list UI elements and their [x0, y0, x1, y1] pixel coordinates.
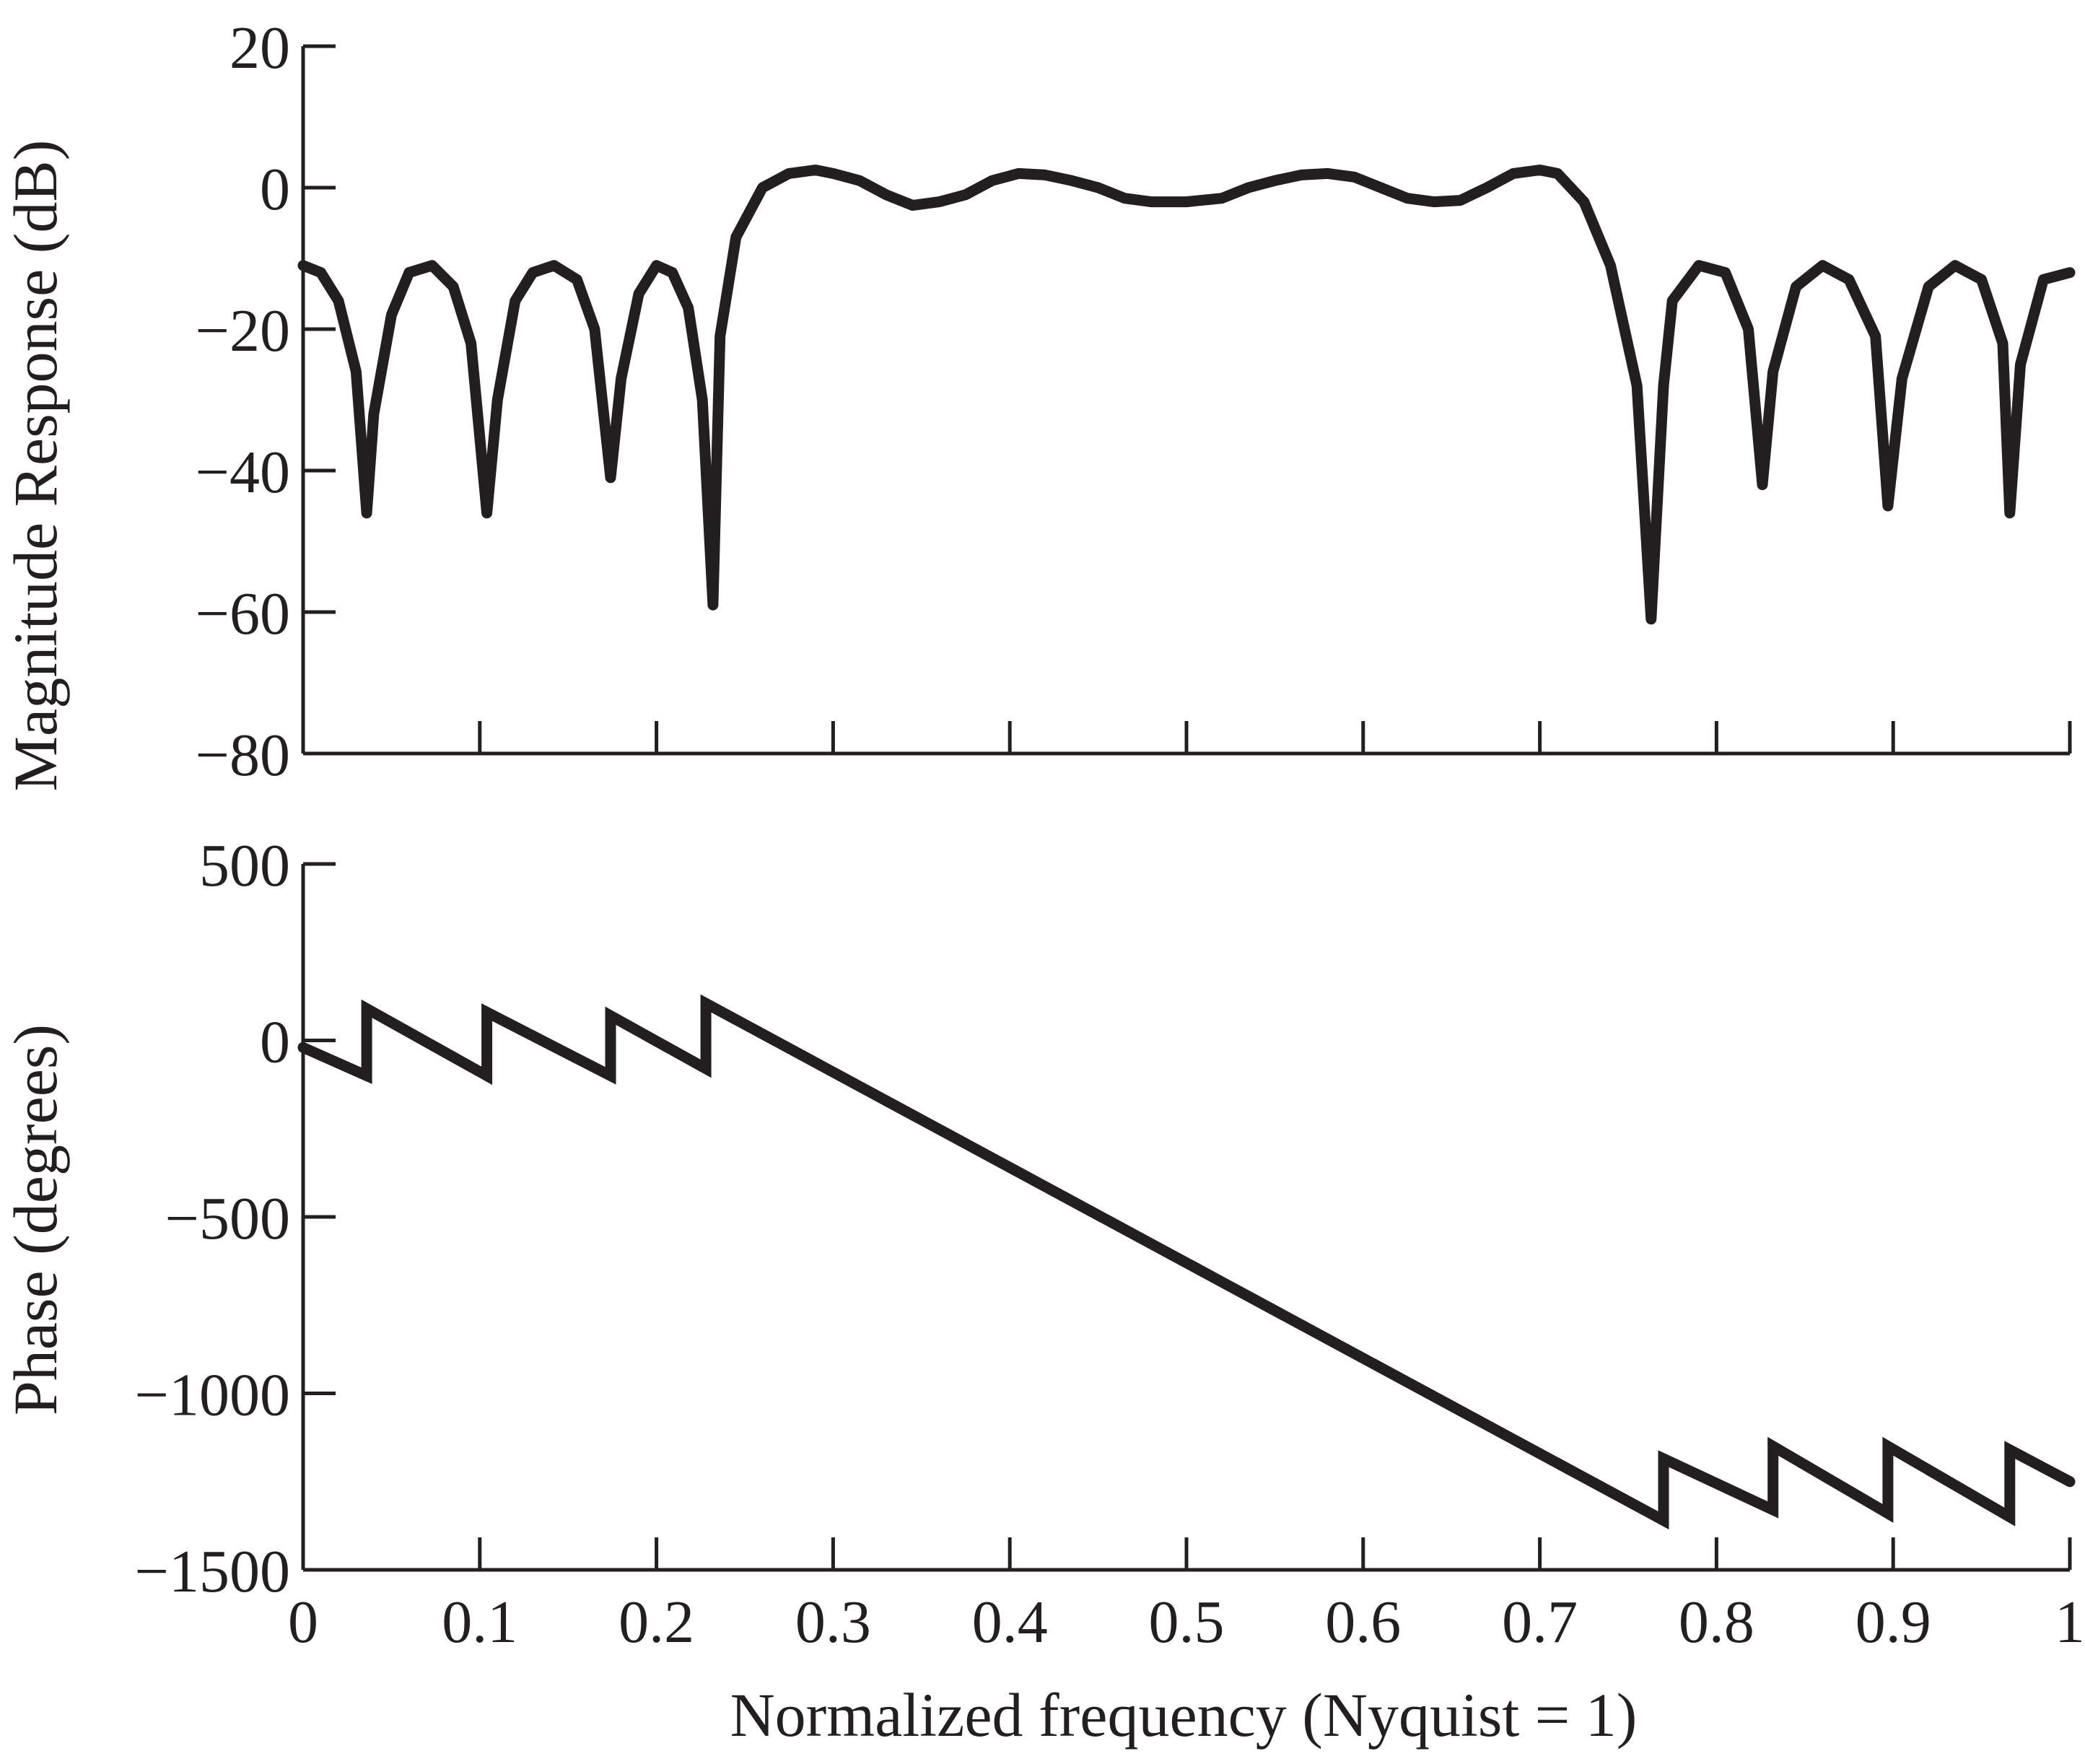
x-tick-label: 0.6: [1325, 1589, 1401, 1656]
ph-y-tick-label: −500: [165, 1185, 290, 1252]
y-axis-title-magnitude: Magnitude Response (dB): [1, 140, 70, 792]
phase-ticks: [303, 862, 2072, 1572]
x-tick-label: 0.1: [442, 1589, 517, 1656]
x-tick-label: 1: [2055, 1589, 2085, 1656]
mag-y-tick-label: 0: [260, 156, 290, 223]
x-tick-label: 0.7: [1502, 1589, 1578, 1656]
x-tick-label: 0.3: [795, 1589, 871, 1656]
mag-y-tick-label: −20: [196, 297, 290, 364]
phase-series-line: [297, 994, 2076, 1530]
ph-y-tick-label: 500: [199, 832, 290, 899]
ph-y-tick-label: −1500: [135, 1538, 290, 1605]
x-tick-labels: 0 0.1 0.2 0.3 0.4 0.5 0.6 0.7 0.8 0.9 1: [288, 1589, 2085, 1656]
magnitude-ticks: [303, 44, 2072, 756]
x-tick-label: 0.4: [972, 1589, 1048, 1656]
mag-y-tick-label: −40: [196, 439, 290, 506]
x-tick-label: 0: [288, 1589, 318, 1656]
x-tick-label: 0.9: [1855, 1589, 1931, 1656]
x-axis-title: Normalized frequency (Nyquist = 1): [730, 1680, 1638, 1750]
mag-y-tick-label: −80: [196, 722, 290, 789]
magnitude-y-tick-labels: 20 0 −20 −40 −60 −80: [196, 14, 290, 789]
x-tick-label: 0.8: [1679, 1589, 1754, 1656]
y-axis-title-phase: Phase (degrees): [1, 1024, 70, 1415]
phase-y-tick-labels: 500 0 −500 −1000 −1500: [135, 832, 290, 1605]
x-tick-label: 0.2: [618, 1589, 694, 1656]
mag-y-tick-label: −60: [196, 580, 290, 647]
ph-y-tick-label: 0: [260, 1009, 290, 1076]
magnitude-series-line: [297, 165, 2076, 625]
phase-panel: 500 0 −500 −1000 −1500: [135, 832, 2076, 1605]
x-tick-label: 0.5: [1149, 1589, 1225, 1656]
magnitude-panel: 20 0 −20 −40 −60 −80: [196, 14, 2076, 789]
ph-y-tick-label: −1000: [135, 1362, 290, 1429]
mag-y-tick-label: 20: [230, 14, 290, 82]
